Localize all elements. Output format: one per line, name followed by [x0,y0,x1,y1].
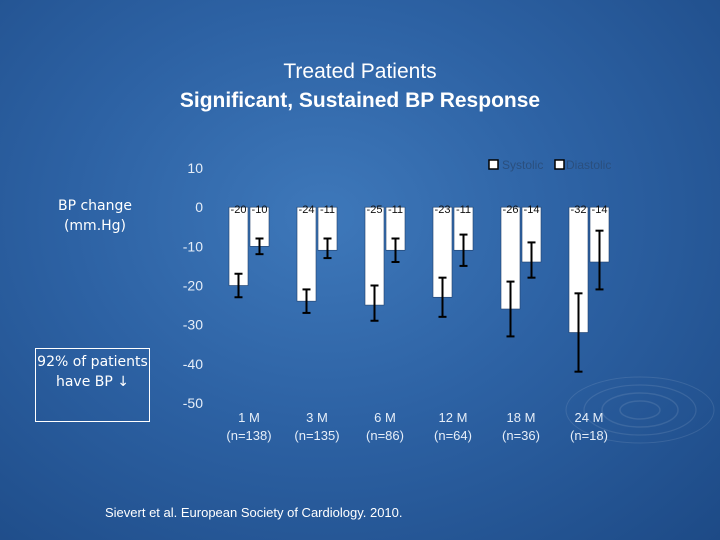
chart-legend: Systolic Diastolic [488,158,611,172]
decorative-ripples [565,376,715,444]
x-sample-size-label: (n=36) [502,428,540,443]
data-label-systolic: -26 [503,204,519,216]
x-sample-size-label: (n=18) [570,428,608,443]
data-label-systolic: -24 [299,204,315,216]
x-sample-size-label: (n=138) [226,428,271,443]
y-tick-label: -30 [183,317,203,333]
data-label-diastolic: -11 [320,204,335,216]
patients-callout-box: 92% of patients have BP ↓ [35,348,150,422]
x-sample-size-label: (n=64) [434,428,472,443]
x-sample-size-label: (n=86) [366,428,404,443]
y-axis-label: BP change (mm.Hg) [57,198,133,234]
slide-title: Treated Patients [283,60,437,83]
y-tick-label: 10 [187,160,203,176]
data-label-systolic: -20 [231,204,247,216]
data-label-diastolic: -10 [252,204,268,216]
legend-swatch-systolic [488,159,499,170]
data-label-systolic: -23 [435,204,451,216]
x-category-label: 6 M [374,410,396,425]
data-label-diastolic: -11 [388,204,403,216]
y-tick-label: -20 [183,278,203,294]
y-tick-label: 0 [195,199,203,215]
x-sample-size-label: (n=135) [294,428,339,443]
x-category-label: 1 M [238,410,260,425]
data-label-systolic: -25 [367,204,383,216]
data-label-diastolic: -14 [524,204,540,216]
x-category-label: 3 M [306,410,328,425]
y-tick-label: -40 [183,356,203,372]
x-category-label: 12 M [439,410,468,425]
legend-label-systolic: Systolic [502,158,543,172]
slide-subtitle: Significant, Sustained BP Response [179,89,541,112]
x-category-label: 24 M [575,410,604,425]
citation: Sievert et al. European Society of Cardi… [105,505,403,520]
bar-systolic [296,206,317,302]
x-category-label: 18 M [507,410,536,425]
data-label-diastolic: -11 [456,204,471,216]
legend-swatch-diastolic [554,159,565,170]
data-label-systolic: -32 [571,204,587,216]
data-label-diastolic: -14 [592,204,608,216]
legend-label-diastolic: Diastolic [566,158,611,172]
plot-area: 10 0 -10 -20 -30 -40 -50 -20 -10 1 M (n=138) -24 -11… [183,160,610,443]
y-tick-label: -10 [183,238,203,254]
y-tick-label: -50 [183,395,203,411]
